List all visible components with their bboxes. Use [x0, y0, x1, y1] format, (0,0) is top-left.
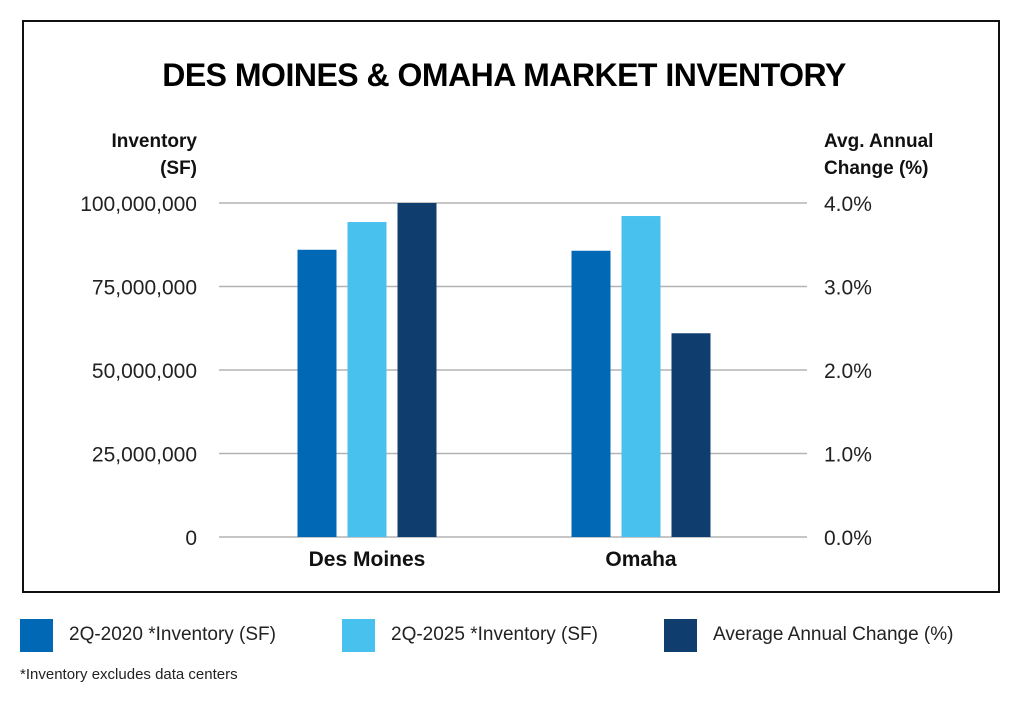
- left-tick-label: 0: [185, 527, 197, 550]
- bar-omaha-series-0: [571, 250, 611, 537]
- right-tick-label: 3.0%: [824, 277, 872, 300]
- left-axis-title-line2: (SF): [160, 158, 197, 179]
- left-tick-label: 25,000,000: [92, 444, 197, 467]
- bar-des-moines-series-1: [347, 222, 387, 537]
- legend: 2Q-2020 *Inventory (SF) 2Q-2025 *Invento…: [20, 618, 1010, 652]
- left-tick-label: 50,000,000: [92, 360, 197, 383]
- bar-des-moines-series-0: [297, 249, 337, 537]
- footnote: *Inventory excludes data centers: [20, 666, 238, 683]
- right-tick-label: 4.0%: [824, 193, 872, 216]
- legend-item-avg-change: Average Annual Change (%): [664, 618, 953, 652]
- bar-des-moines-series-2: [397, 203, 437, 537]
- legend-item-2q2020: 2Q-2020 *Inventory (SF): [20, 618, 276, 652]
- bar-omaha-series-1: [621, 216, 661, 537]
- legend-item-2q2025: 2Q-2025 *Inventory (SF): [342, 618, 598, 652]
- right-tick-label: 1.0%: [824, 444, 872, 467]
- legend-swatch-2q2020: [20, 618, 53, 652]
- right-tick-label: 2.0%: [824, 360, 872, 383]
- category-label: Omaha: [605, 548, 677, 571]
- right-axis-title-line1: Avg. Annual: [824, 131, 933, 152]
- legend-label-2q2025: 2Q-2025 *Inventory (SF): [391, 624, 598, 645]
- right-axis-title-line2: Change (%): [824, 158, 929, 179]
- legend-label-avg-change: Average Annual Change (%): [713, 624, 954, 645]
- legend-label-2q2020: 2Q-2020 *Inventory (SF): [69, 624, 276, 645]
- category-label: Des Moines: [309, 548, 426, 571]
- left-tick-label: 75,000,000: [92, 277, 197, 300]
- chart-frame: [22, 20, 1000, 593]
- chart-title: DES MOINES & OMAHA MARKET INVENTORY: [162, 57, 846, 93]
- legend-swatch-2q2025: [342, 618, 375, 652]
- bar-omaha-series-2: [671, 333, 711, 537]
- left-axis-title-line1: Inventory: [111, 131, 197, 152]
- right-tick-label: 0.0%: [824, 527, 872, 550]
- left-tick-label: 100,000,000: [80, 193, 197, 216]
- legend-swatch-avg-change: [664, 618, 697, 652]
